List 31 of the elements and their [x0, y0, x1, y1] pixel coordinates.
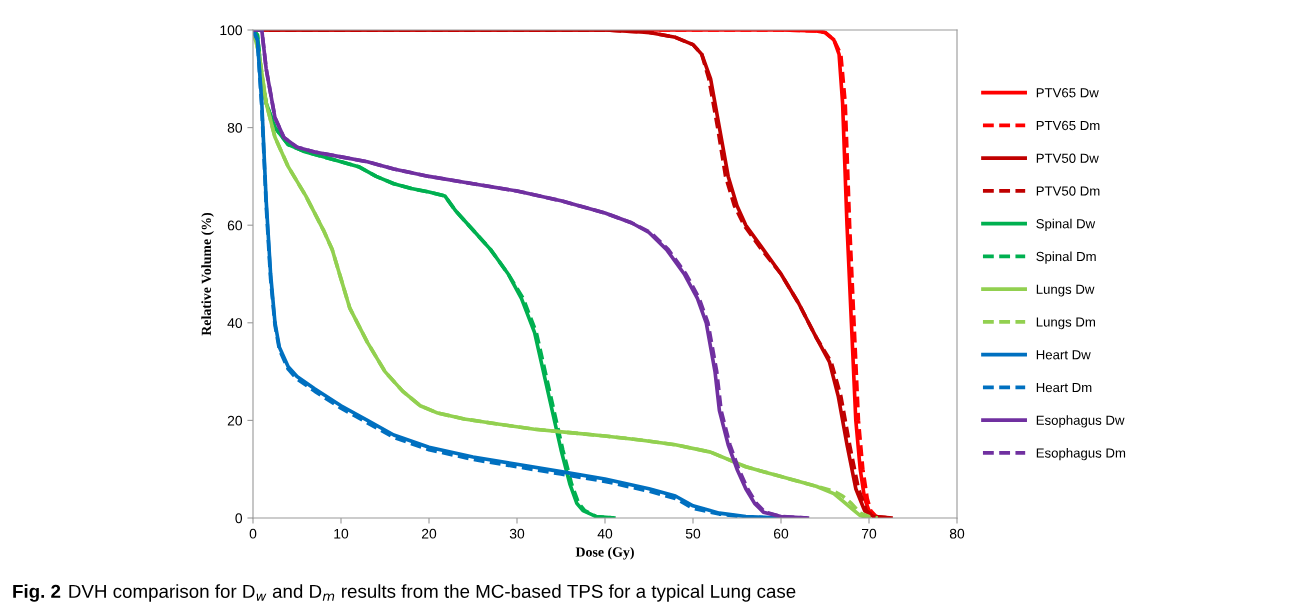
- legend-label: Spinal Dw: [1036, 218, 1096, 232]
- x-tick-label: 70: [861, 528, 877, 539]
- y-tick-label: 100: [220, 25, 243, 36]
- legend-label: Esophagus Dw: [1036, 415, 1125, 428]
- text: DVH comparison for D$_{w}$ and D$_{m}$ results from the MC-based TPS for a typical Lung case: [69, 584, 796, 602]
- x-tick-label: 60: [773, 528, 789, 539]
- legend-label: PTV50 Dw: [1036, 153, 1099, 163]
- y-tick-label: 20: [227, 415, 243, 426]
- y-tick-label: 40: [227, 318, 243, 328]
- x-tick-label: 10: [334, 528, 349, 539]
- legend-label: Lungs Dm: [1036, 317, 1095, 330]
- legend-label: Spinal Dm: [1036, 251, 1096, 264]
- x-tick-label: 30: [509, 528, 525, 539]
- x-tick-label: 0: [249, 528, 257, 539]
- y-tick-label: 60: [227, 220, 243, 231]
- caption: Fig. 2: [13, 584, 61, 602]
- legend-label: Lungs Dw: [1036, 284, 1095, 297]
- legend-label: Heart Dw: [1036, 350, 1091, 360]
- x-tick-label: 20: [421, 528, 437, 539]
- legend-label: PTV65 Dw: [1036, 88, 1099, 98]
- x-tick-label: 40: [597, 528, 613, 539]
- legend-label: Heart Dm: [1036, 382, 1092, 393]
- x-axis-title: Dose (Gy): [575, 546, 634, 560]
- y-axis-title: Relative Volume (%): [201, 212, 214, 336]
- legend-label: PTV50 Dm: [1036, 186, 1100, 196]
- y-tick-label: 80: [227, 122, 243, 133]
- y-tick-label: 0: [235, 513, 243, 524]
- x-tick-label: 50: [685, 528, 701, 539]
- legend-label: Esophagus Dm: [1036, 447, 1126, 461]
- x-tick-label: 80: [949, 528, 965, 539]
- legend-label: PTV65 Dm: [1036, 120, 1100, 131]
